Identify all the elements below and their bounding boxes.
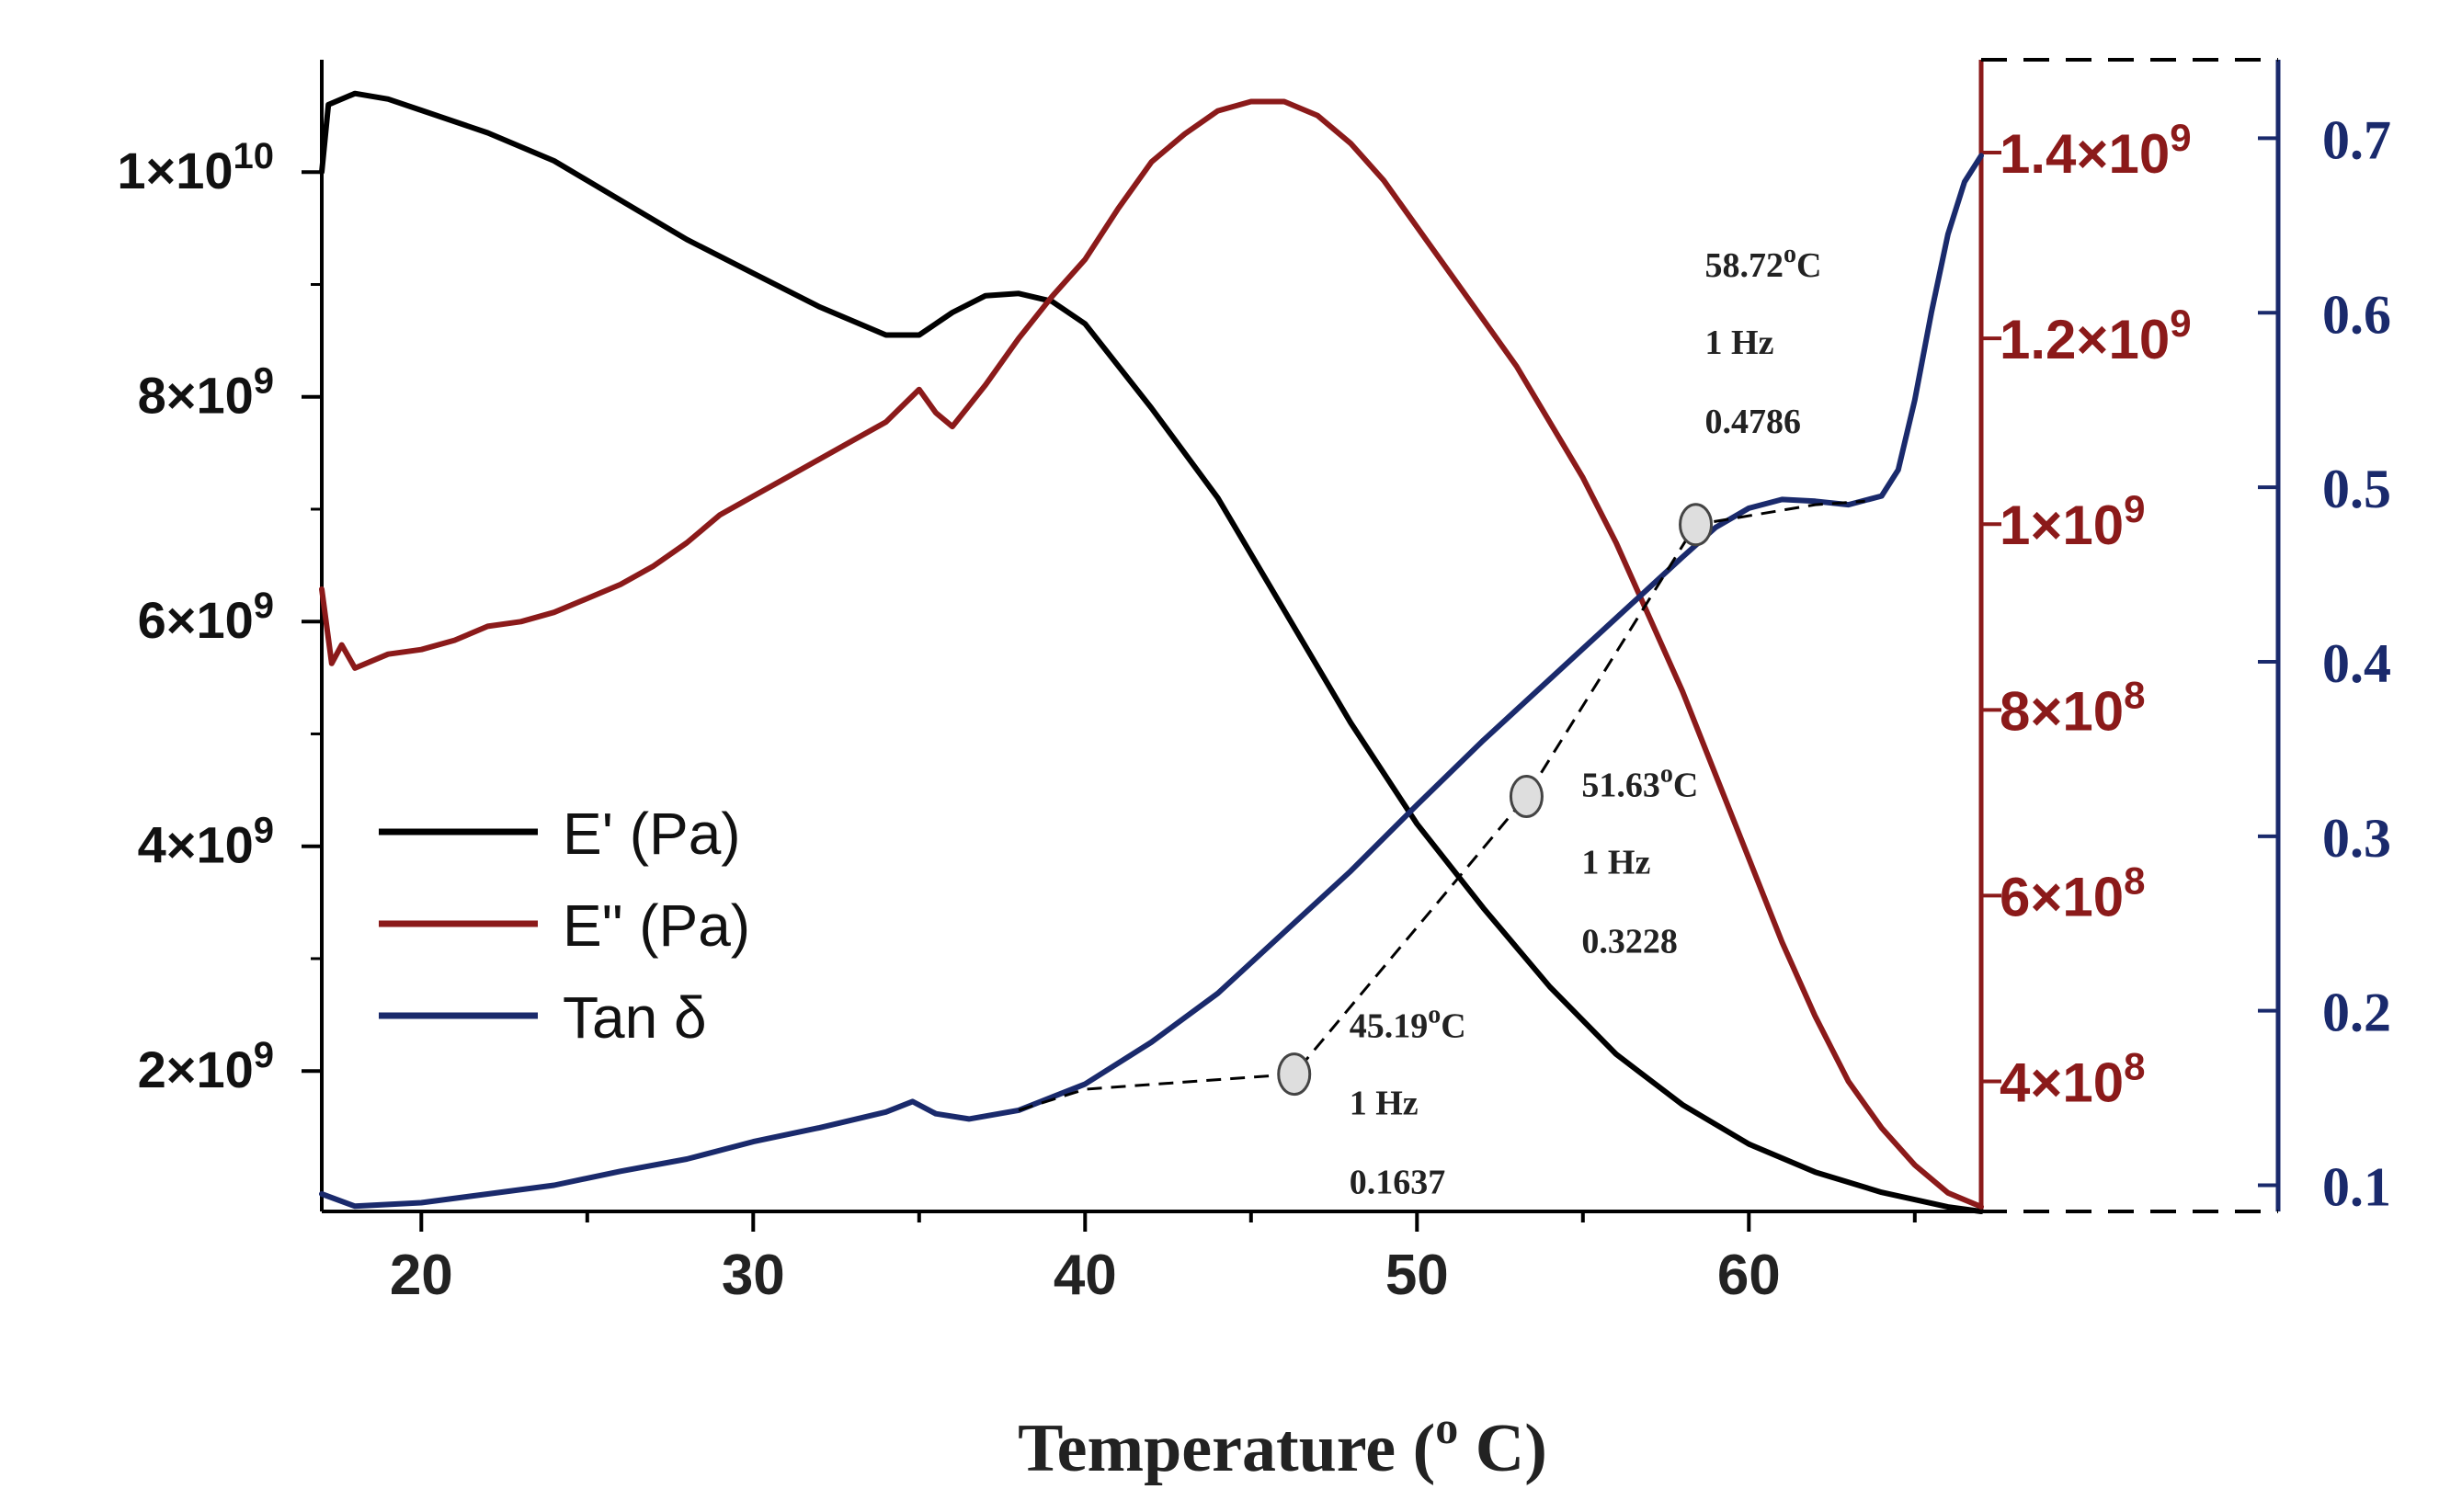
legend-label: E' (Pa): [563, 801, 741, 867]
right-emod-tick-label: 6×108: [2000, 858, 2146, 927]
data-point-marker: [1679, 503, 1714, 547]
series-line: [319, 90, 1984, 1214]
annotation-temperature: 45.19oC: [1350, 1001, 1466, 1046]
annotation-tan-value: 0.4786: [1705, 403, 1802, 441]
fit-dashed-line: [1018, 499, 1865, 1112]
x-tick-label: 50: [1385, 1244, 1449, 1307]
right-emod-tick-label: 1×109: [2000, 487, 2146, 556]
left-tick-label: 1×1010: [117, 136, 274, 199]
legend-label: Tan δ: [563, 984, 707, 1051]
annotation-frequency: 1 Hz: [1581, 844, 1650, 882]
right-tan-tick-label: 0.3: [2322, 808, 2391, 869]
x-tick-label: 60: [1717, 1244, 1781, 1307]
data-point-marker: [1277, 1052, 1312, 1097]
x-tick-label: 20: [390, 1244, 453, 1307]
series-group: [319, 90, 1984, 1214]
right-tan-tick-label: 0.5: [2322, 459, 2391, 519]
legend-label: E" (Pa): [563, 892, 750, 959]
right-emod-tick-label: 1.2×109: [2000, 301, 2192, 370]
data-point-marker: [1509, 775, 1544, 819]
left-tick-label: 8×109: [138, 361, 274, 425]
right-emod-tick-label: 4×108: [2000, 1045, 2146, 1114]
series-line: [319, 153, 1984, 1210]
annotation-temperature: 58.72oC: [1705, 240, 1822, 285]
right-tan-tick-label: 0.4: [2322, 633, 2391, 694]
left-tick-label: 2×109: [138, 1035, 274, 1098]
annotation-frequency: 1 Hz: [1350, 1085, 1419, 1123]
series-line: [319, 98, 1984, 1210]
right-tan-tick-label: 0.2: [2322, 983, 2391, 1043]
x-axis-label: Temperature (o C): [1018, 1402, 1547, 1486]
right-tan-tick-label: 0.7: [2322, 109, 2391, 170]
annotation-tan-value: 0.3228: [1581, 923, 1678, 961]
annotation-tan-value: 0.1637: [1350, 1164, 1446, 1202]
left-tick-label: 4×109: [138, 811, 274, 874]
right-emod-tick-label: 1.4×109: [2000, 116, 2192, 185]
annotation-frequency: 1 Hz: [1705, 324, 1774, 362]
axes-group: 20 30 40 50 60 1×1010 8×109 6×109 4×109 2×109 1.4×…: [117, 58, 2391, 1307]
annotations-group: 45.19oC 1 Hz 0.1637 51.63oC 1 Hz 0.3228 58.72o…: [1277, 240, 1822, 1202]
right-tan-tick-label: 0.1: [2322, 1157, 2391, 1218]
x-tick-label: 30: [722, 1244, 785, 1307]
annotation-temperature: 51.63oC: [1581, 760, 1698, 805]
right-tan-tick-label: 0.6: [2322, 284, 2391, 345]
x-tick-label: 40: [1054, 1244, 1117, 1307]
left-tick-label: 6×109: [138, 585, 274, 649]
right-emod-tick-label: 8×108: [2000, 673, 2146, 742]
legend: E' (Pa) E" (Pa) Tan δ: [379, 801, 750, 1051]
